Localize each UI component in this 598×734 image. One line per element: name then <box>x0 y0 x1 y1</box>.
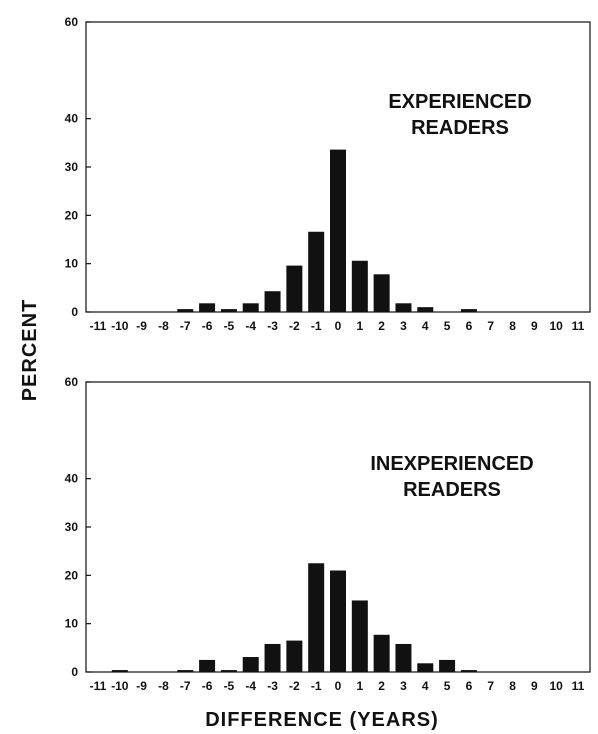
x-tick-label: -3 <box>267 319 278 333</box>
x-tick-label: 11 <box>572 319 585 333</box>
bar-3 <box>395 643 412 672</box>
x-tick-label: -5 <box>224 319 235 333</box>
x-tick-label: 2 <box>378 319 385 333</box>
x-tick-label: 7 <box>487 319 494 333</box>
x-tick-label: -10 <box>111 679 129 693</box>
bar--3 <box>264 291 281 312</box>
bar-1 <box>351 260 368 312</box>
x-tick-label: 1 <box>356 319 363 333</box>
x-tick-label: 9 <box>531 679 538 693</box>
bar-4 <box>417 663 434 672</box>
y-tick-label: 60 <box>65 15 79 29</box>
y-tick-label: 10 <box>65 257 79 271</box>
x-tick-label: 10 <box>550 319 564 333</box>
x-tick-label: -9 <box>136 319 147 333</box>
x-tick-label: -7 <box>180 319 191 333</box>
x-tick-label: -2 <box>289 679 300 693</box>
bar--4 <box>242 657 259 672</box>
x-tick-label: -1 <box>311 679 322 693</box>
x-tick-label: -1 <box>311 319 322 333</box>
bar-0 <box>330 570 346 672</box>
y-tick-label: 20 <box>65 568 79 582</box>
x-tick-label: -8 <box>158 319 169 333</box>
x-tick-label: -11 <box>90 319 107 333</box>
x-tick-label: -7 <box>180 679 191 693</box>
x-tick-label: -9 <box>136 679 147 693</box>
x-tick-label: 4 <box>422 679 429 693</box>
panel-annotation-line: READERS <box>411 117 509 139</box>
bar--3 <box>264 643 281 672</box>
x-tick-label: 0 <box>335 679 342 693</box>
bar--7 <box>177 309 194 312</box>
x-tick-label: 7 <box>487 679 494 693</box>
bar-1 <box>351 600 368 672</box>
x-tick-label: 8 <box>509 319 516 333</box>
y-tick-label: 30 <box>65 160 79 174</box>
x-tick-label: 2 <box>378 679 385 693</box>
panel-annotation-line: INEXPERIENCED <box>370 453 533 475</box>
bar--6 <box>199 659 216 672</box>
y-tick-label: 40 <box>65 112 79 126</box>
x-tick-label: 9 <box>531 319 538 333</box>
x-tick-label: 6 <box>466 679 473 693</box>
bar-2 <box>373 274 390 312</box>
y-tick-label: 0 <box>71 665 78 679</box>
bar--10 <box>111 670 128 672</box>
panel-annotation-line: EXPERIENCED <box>388 91 531 113</box>
bar--5 <box>220 670 237 672</box>
bar--1 <box>308 563 325 672</box>
bar--1 <box>308 231 325 312</box>
x-tick-label: 3 <box>400 679 407 693</box>
x-tick-label: 8 <box>509 679 516 693</box>
x-tick-label: -11 <box>90 679 107 693</box>
x-tick-label: 0 <box>335 319 342 333</box>
y-tick-label: 40 <box>65 472 79 486</box>
x-tick-label: 11 <box>572 679 585 693</box>
x-tick-label: 6 <box>466 319 473 333</box>
x-tick-label: -3 <box>267 679 278 693</box>
x-tick-label: -6 <box>202 319 213 333</box>
bar--2 <box>286 265 303 312</box>
bar--6 <box>199 303 216 312</box>
bar--7 <box>177 670 194 672</box>
x-tick-label: 4 <box>422 319 429 333</box>
x-tick-label: -5 <box>224 679 235 693</box>
x-tick-label: 5 <box>444 679 451 693</box>
x-tick-label: 1 <box>356 679 363 693</box>
y-tick-label: 20 <box>65 208 79 222</box>
x-tick-label: -8 <box>158 679 169 693</box>
y-tick-label: 30 <box>65 520 79 534</box>
bar-2 <box>373 634 390 672</box>
x-tick-label: 10 <box>550 679 564 693</box>
x-tick-label: -10 <box>111 319 129 333</box>
bar-6 <box>460 670 477 672</box>
bar-4 <box>417 307 434 312</box>
bar--5 <box>220 309 237 312</box>
bar-5 <box>439 659 456 672</box>
bar-0 <box>330 149 346 312</box>
bar-6 <box>460 309 477 312</box>
y-tick-label: 10 <box>65 617 79 631</box>
y-tick-label: 0 <box>71 305 78 319</box>
x-axis-label: DIFFERENCE (YEARS) <box>205 709 439 731</box>
x-tick-label: -4 <box>245 679 256 693</box>
y-tick-label: 60 <box>65 375 79 389</box>
x-tick-label: -6 <box>202 679 213 693</box>
y-axis-label: PERCENT <box>19 299 41 402</box>
bar--2 <box>286 640 303 672</box>
bar-3 <box>395 303 412 312</box>
x-tick-label: -4 <box>245 319 256 333</box>
panel-annotation-line: READERS <box>403 479 501 501</box>
x-tick-label: -2 <box>289 319 300 333</box>
x-tick-label: 5 <box>444 319 451 333</box>
bar--4 <box>242 303 259 312</box>
x-tick-label: 3 <box>400 319 407 333</box>
